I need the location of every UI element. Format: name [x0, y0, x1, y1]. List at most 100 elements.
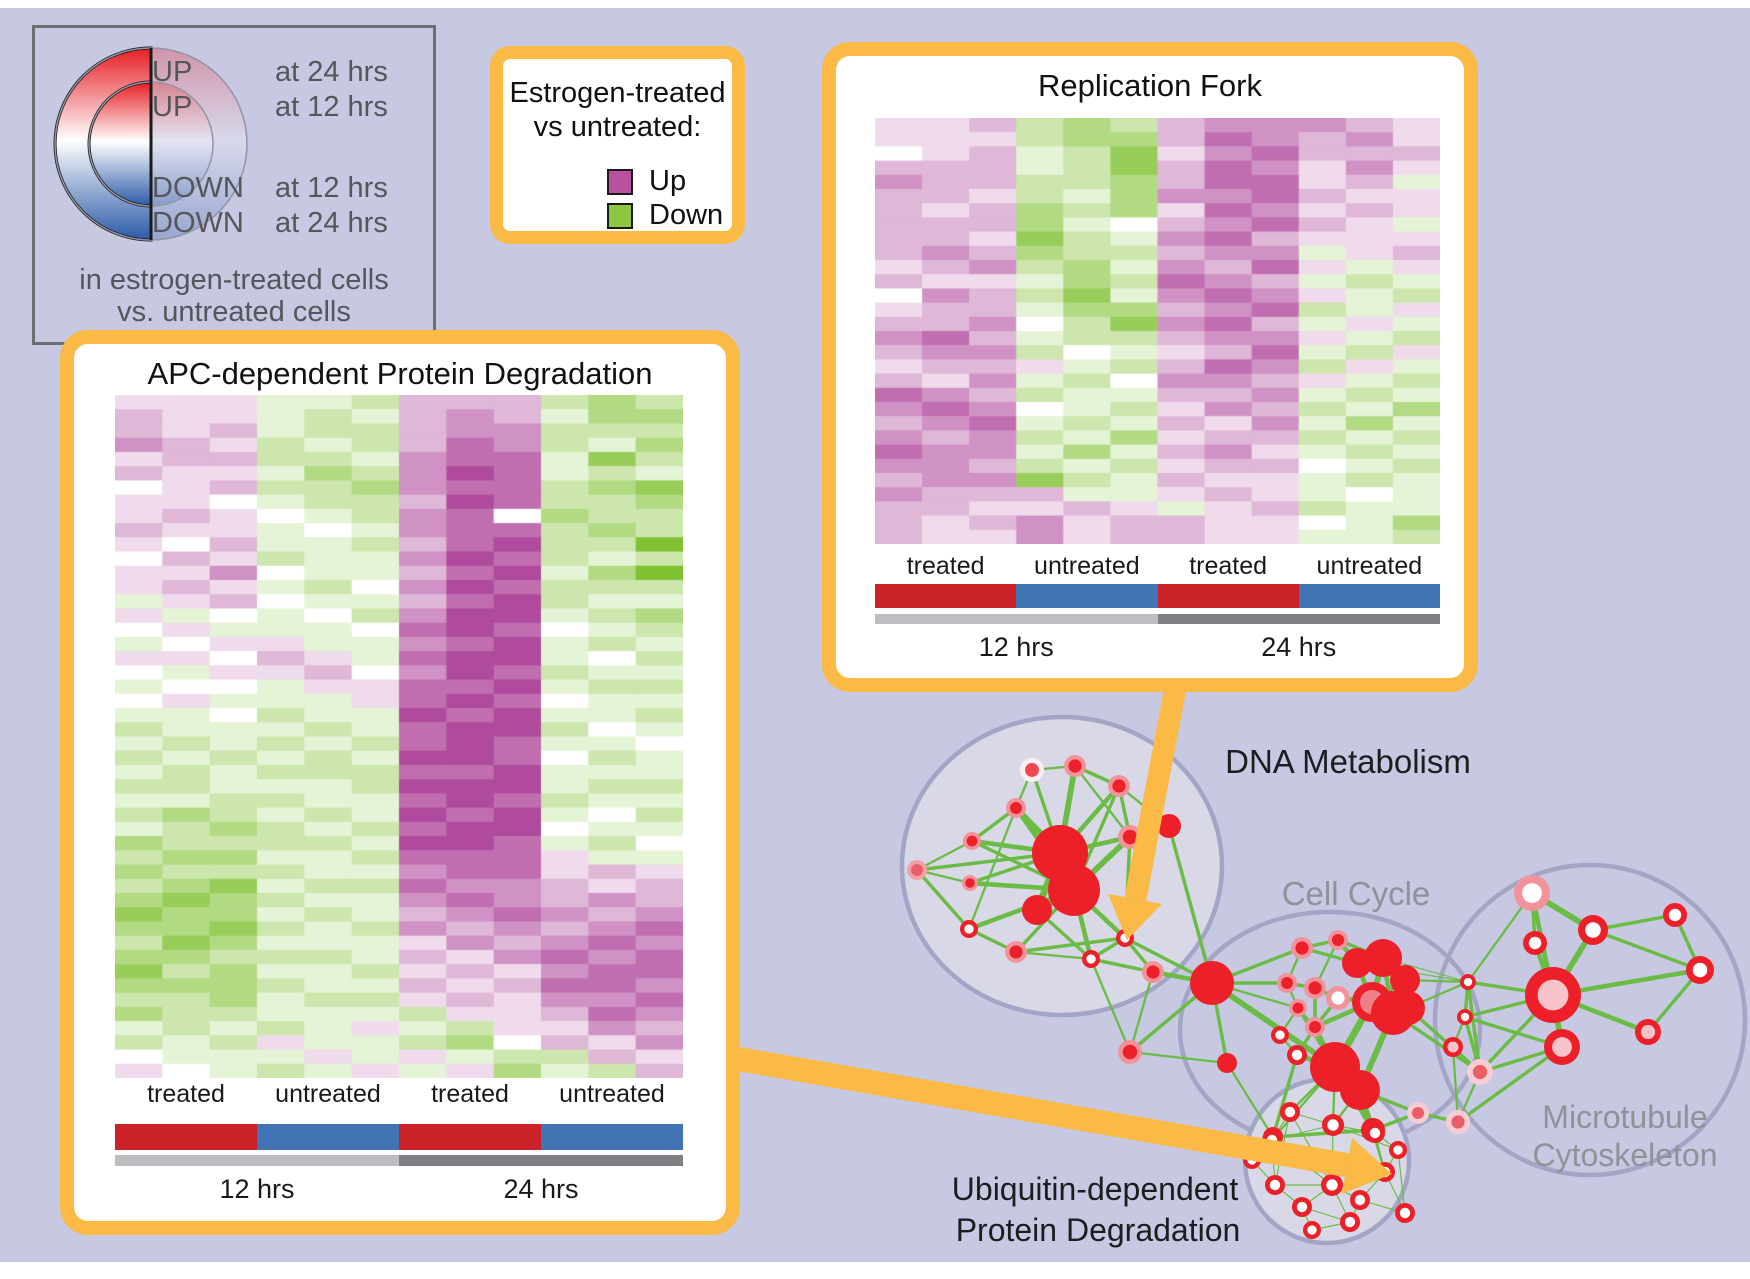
apc-panel-title: APC-dependent Protein Degradation: [147, 356, 653, 391]
group-label-treated: treated: [1189, 552, 1268, 580]
network-node-pink: [907, 860, 927, 880]
network-node-solid: [1390, 965, 1420, 995]
network-node-donutpink: [1635, 1019, 1661, 1045]
untreated-bar-segment: [257, 1124, 399, 1150]
network-node-halo: [1142, 961, 1164, 983]
network-node-donut: [1457, 1009, 1473, 1025]
network-node-solid: [1391, 991, 1425, 1025]
network-node-solid: [1022, 895, 1052, 925]
untreated-bar-segment: [541, 1124, 683, 1150]
legend-dir-label: DOWN: [152, 207, 244, 239]
treated-bar-segment: [1157, 584, 1299, 608]
network-edge: [1592, 928, 1701, 972]
network-node-solid: [1364, 939, 1402, 977]
color-key-title-line1: Estrogen-treated: [509, 77, 726, 109]
network-node-donut: [1321, 1174, 1343, 1196]
network-node-halo: [1005, 941, 1027, 963]
network-edge: [1271, 1054, 1299, 1138]
network-node-donut: [1082, 950, 1100, 968]
apc-time-labels: 12 hrs 24 hrs: [115, 1174, 683, 1205]
network-node-donut: [1287, 1045, 1307, 1065]
network-node-donut: [1340, 1212, 1360, 1232]
color-key-item-down: Down: [607, 199, 723, 232]
network-node-donut: [1265, 1175, 1285, 1195]
cluster-label: Ubiquitin-dependent: [952, 1171, 1239, 1207]
treated-bar-segment: [115, 1124, 257, 1150]
legend-time-label: at 12 hrs: [275, 172, 388, 204]
network-node-solid: [1217, 1053, 1237, 1073]
legend-time-label: at 24 hrs: [275, 56, 388, 88]
network-node-halo: [963, 832, 981, 850]
group-label-treated: treated: [147, 1080, 225, 1108]
network-node-halo: [1291, 937, 1313, 959]
network-edge: [1167, 825, 1214, 984]
network-node-donut: [960, 920, 978, 938]
cluster-label: Cell Cycle: [1282, 875, 1431, 912]
up-color-swatch: [607, 168, 633, 195]
network-node-palering: [1467, 1059, 1493, 1085]
network-edge: [1226, 1062, 1274, 1138]
time-label-24hrs: 24 hrs: [503, 1174, 579, 1204]
network-node-donutpink: [1525, 967, 1581, 1023]
network-node-donut: [1365, 1123, 1385, 1143]
group-label-untreated: untreated: [1316, 552, 1423, 580]
network-node-donut: [1578, 915, 1608, 945]
down-label: Down: [649, 199, 724, 231]
hrs12-bar-segment: [875, 614, 1158, 624]
network-edge: [967, 807, 1018, 930]
time-label-12hrs: 12 hrs: [978, 632, 1054, 662]
ring-legend-box: UP at 24 hrs UP at 12 hrs DOWN at 12 hrs…: [32, 25, 436, 345]
arrow-apc-to-ubiquitin: [735, 1047, 1392, 1194]
replication-fork-panel: Replication Fork treated untreated treat…: [822, 42, 1478, 692]
network-node-halo: [1118, 1040, 1142, 1064]
network-node-donut: [1686, 956, 1714, 984]
apc-heatmap: [115, 395, 683, 1078]
bottom-margin: [0, 1262, 1750, 1279]
network-node-palering: [1407, 1102, 1429, 1124]
time-label-24hrs: 24 hrs: [1261, 632, 1337, 662]
legend-footer-line2: vs. untreated cells: [117, 296, 351, 328]
up-label: Up: [649, 165, 687, 197]
rf-time-bar: [875, 614, 1440, 624]
network-node-donut: [1523, 931, 1547, 955]
group-label-treated: treated: [906, 552, 985, 580]
group-label-treated: treated: [431, 1080, 509, 1108]
untreated-bar-segment: [1298, 584, 1440, 608]
network-edge: [1074, 765, 1131, 838]
treated-bar-segment: [875, 584, 1017, 608]
legend-time-label: at 24 hrs: [275, 207, 388, 239]
network-edge: [1397, 1149, 1406, 1214]
treated-bar-segment: [399, 1124, 541, 1150]
rf-panel-title: Replication Fork: [1038, 68, 1262, 103]
updown-color-key: Estrogen-treated vs untreated: Up Down: [490, 46, 745, 244]
apc-time-bar: [115, 1155, 683, 1166]
network-node-pinkwhite: [1326, 986, 1350, 1010]
network-edge: [1129, 1050, 1228, 1065]
network-node-pinkwhite: [1514, 875, 1550, 911]
network-node-solid: [1048, 864, 1100, 916]
cluster-label: DNA Metabolism: [1225, 743, 1471, 780]
rf-group-labels: treated untreated treated untreated: [875, 552, 1440, 581]
network-node-halo: [1305, 1017, 1325, 1037]
network-node-donut: [1389, 1141, 1407, 1159]
group-label-untreated: untreated: [1034, 552, 1140, 580]
group-label-untreated: untreated: [559, 1080, 665, 1108]
network-node-halo: [1064, 755, 1086, 777]
legend-dir-label: UP: [152, 91, 193, 123]
network-edge: [1015, 950, 1092, 961]
legend-time-label: at 12 hrs: [275, 91, 388, 123]
network-node-donut: [1292, 1197, 1312, 1217]
time-label-12hrs: 12 hrs: [219, 1174, 295, 1204]
network-edge: [1456, 1045, 1564, 1124]
replication-fork-heatmap: [875, 118, 1440, 544]
untreated-bar-segment: [1016, 584, 1158, 608]
rf-time-labels: 12 hrs 24 hrs: [875, 632, 1440, 663]
apc-treatment-bar: [115, 1124, 683, 1150]
network-edge: [915, 868, 971, 931]
legend-dir-label: UP: [152, 56, 193, 88]
legend-footer-line1: in estrogen-treated cells: [79, 264, 389, 296]
network-edge: [1451, 1046, 1460, 1123]
apc-group-labels: treated untreated treated untreated: [115, 1080, 683, 1109]
